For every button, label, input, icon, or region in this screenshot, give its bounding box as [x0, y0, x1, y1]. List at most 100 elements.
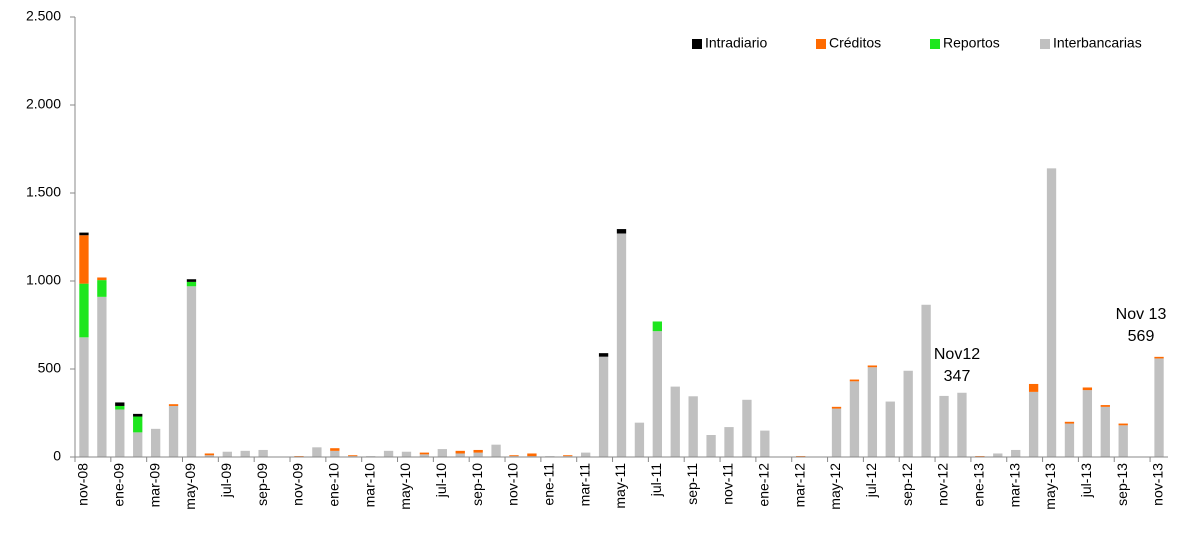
x-tick-label: mar-11 [576, 463, 592, 507]
x-tick-label: nov-12 [935, 463, 951, 506]
bar-segment [133, 416, 143, 433]
y-tick-label: 0 [53, 448, 61, 464]
legend-label: Reportos [943, 35, 1000, 51]
bar-segment [115, 409, 125, 457]
x-tick-label: may-10 [397, 463, 413, 510]
x-tick-label: mar-13 [1006, 463, 1022, 508]
bar-segment [312, 447, 322, 457]
bar-segment [742, 399, 752, 457]
bar-segment [133, 432, 143, 457]
bar-segment [598, 356, 609, 457]
x-tick-label: mar-09 [146, 463, 162, 508]
x-tick-label: may-11 [612, 463, 628, 509]
x-tick-label: nov-09 [290, 463, 306, 506]
x-tick-label: sep-09 [254, 463, 270, 506]
x-tick-label: sep-13 [1114, 463, 1130, 506]
bar-segment [867, 367, 878, 457]
annotation: 347 [944, 368, 971, 385]
bar-segment [1064, 423, 1075, 457]
x-tick-label: nov-10 [505, 463, 521, 506]
bar-segment [348, 455, 358, 457]
bar-segment [401, 451, 412, 457]
bar-segment [1154, 358, 1164, 457]
legend-swatch [930, 39, 940, 49]
x-tick-label: ene-12 [756, 463, 772, 507]
bar-segment [688, 396, 698, 457]
bar-segment [222, 451, 232, 457]
bar-segment [1082, 390, 1093, 457]
bar-segment [957, 392, 967, 457]
bar-segment [652, 331, 662, 457]
bar-segment [634, 422, 645, 457]
x-tick-label: ene-11 [541, 463, 557, 506]
x-tick-label: jul-09 [218, 463, 234, 498]
x-tick-label: ene-13 [971, 463, 987, 507]
bar-segment [563, 455, 573, 457]
bar-segment [97, 296, 107, 457]
bar-segment [993, 453, 1003, 457]
x-tick-label: jul-11 [648, 463, 664, 497]
bar-segment [1046, 168, 1057, 458]
bar-segment [1100, 406, 1110, 457]
x-tick-label: nov-13 [1150, 463, 1166, 506]
x-tick-label: sep-12 [899, 463, 915, 506]
bar-segment [706, 435, 716, 457]
bar-segment [831, 408, 842, 457]
bar-segment [1118, 425, 1128, 457]
bar-segment [616, 233, 627, 457]
bar-segment [419, 454, 430, 457]
bar-segment [133, 413, 143, 417]
bar-segment [455, 450, 465, 454]
bar-segment [527, 453, 537, 457]
bar-segment [1011, 449, 1021, 457]
bar-segment [115, 402, 125, 406]
legend-swatch [1040, 39, 1050, 49]
bar-segment [1028, 391, 1039, 457]
x-tick-label: may-12 [827, 463, 843, 510]
bar-segment [330, 450, 340, 457]
bar-segment [849, 379, 860, 382]
bar-segment [186, 286, 197, 457]
annotation: Nov 13 [1116, 306, 1167, 323]
y-tick-label: 1.500 [26, 184, 61, 200]
bar-segment [204, 455, 215, 457]
bar-segment [79, 235, 89, 284]
x-tick-label: mar-10 [361, 463, 377, 508]
bar-segment [1028, 383, 1039, 392]
bar-segment [383, 450, 394, 457]
bar-segment [473, 449, 483, 453]
bar-segment [616, 229, 627, 234]
bar-segment [150, 428, 161, 457]
bar-segment [186, 281, 197, 287]
bar-segment [115, 405, 125, 410]
bar-segment [419, 452, 430, 455]
bar-segment [1118, 423, 1128, 426]
bar-segment [491, 444, 501, 457]
annotation: 569 [1128, 328, 1155, 345]
bar-segment [437, 449, 447, 457]
bar-segment [258, 449, 268, 457]
bar-segment [760, 430, 770, 457]
bar-segment [509, 455, 519, 457]
bar-segment [831, 406, 842, 409]
bar-segment [186, 279, 197, 282]
x-tick-label: may-13 [1042, 463, 1058, 510]
bar-segment [473, 452, 483, 457]
bar-segment [1100, 405, 1110, 407]
y-tick-label: 2.000 [26, 96, 61, 112]
bar-segment [885, 401, 895, 457]
y-tick-label: 1.000 [26, 272, 61, 288]
legend-label: Interbancarias [1053, 35, 1142, 51]
legend-swatch [816, 39, 826, 49]
bar-segment [79, 283, 89, 338]
bar-segment [79, 232, 89, 236]
y-tick-label: 2.500 [26, 8, 61, 24]
bar-segment [724, 427, 734, 457]
bar-segment [867, 365, 878, 368]
bar-segment [330, 448, 340, 451]
x-tick-label: jul-13 [1078, 463, 1094, 498]
x-tick-label: nov-08 [75, 463, 91, 506]
annotation: Nov12 [934, 346, 980, 363]
bar-segment [204, 453, 215, 456]
